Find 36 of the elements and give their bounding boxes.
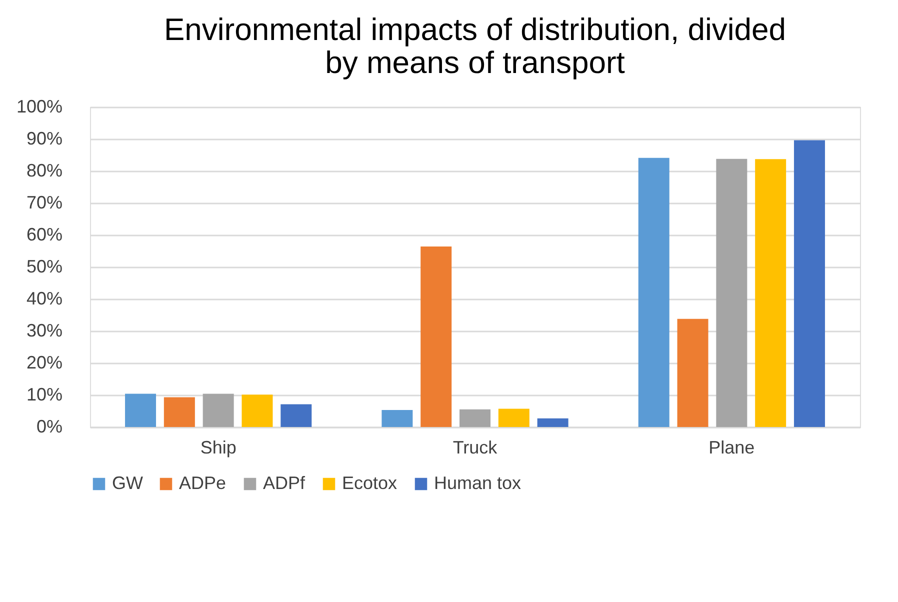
bar	[460, 409, 490, 427]
bar	[382, 410, 413, 427]
bar	[164, 397, 195, 427]
y-tick-label: 20%	[26, 352, 62, 372]
y-tick-label: 10%	[26, 384, 62, 404]
y-tick-label: 0%	[36, 416, 62, 436]
bar	[638, 158, 670, 427]
bar	[202, 394, 234, 427]
bar	[794, 140, 825, 427]
legend-label: Human tox	[434, 473, 522, 493]
bar	[280, 404, 312, 427]
bar	[716, 158, 748, 427]
y-tick-label: 50%	[26, 256, 62, 276]
bar	[125, 394, 156, 427]
x-tick-label: Truck	[452, 438, 498, 458]
bar	[677, 318, 708, 427]
text: by means of transport	[325, 45, 625, 80]
x-tick-label: Ship	[200, 438, 236, 458]
y-tick-label: 70%	[26, 192, 62, 212]
bar	[537, 418, 568, 427]
bar	[498, 408, 530, 427]
bar	[242, 394, 273, 427]
legend-label: GW	[112, 473, 143, 493]
bar	[420, 246, 452, 427]
x-tick-label: Plane	[708, 438, 755, 458]
bar	[755, 159, 786, 427]
y-tick-label: 60%	[26, 224, 62, 244]
text: Environmental impacts of distribution, divided	[164, 12, 786, 47]
legend-label: ADPf	[263, 473, 306, 493]
y-tick-label: 30%	[26, 320, 62, 340]
legend-label: ADPe	[179, 473, 226, 493]
legend-label: Ecotox	[342, 473, 398, 493]
y-tick-label: 40%	[26, 288, 62, 308]
y-tick-label: 100%	[16, 96, 62, 116]
y-tick-label: 80%	[26, 160, 62, 180]
y-tick-label: 90%	[26, 128, 62, 148]
